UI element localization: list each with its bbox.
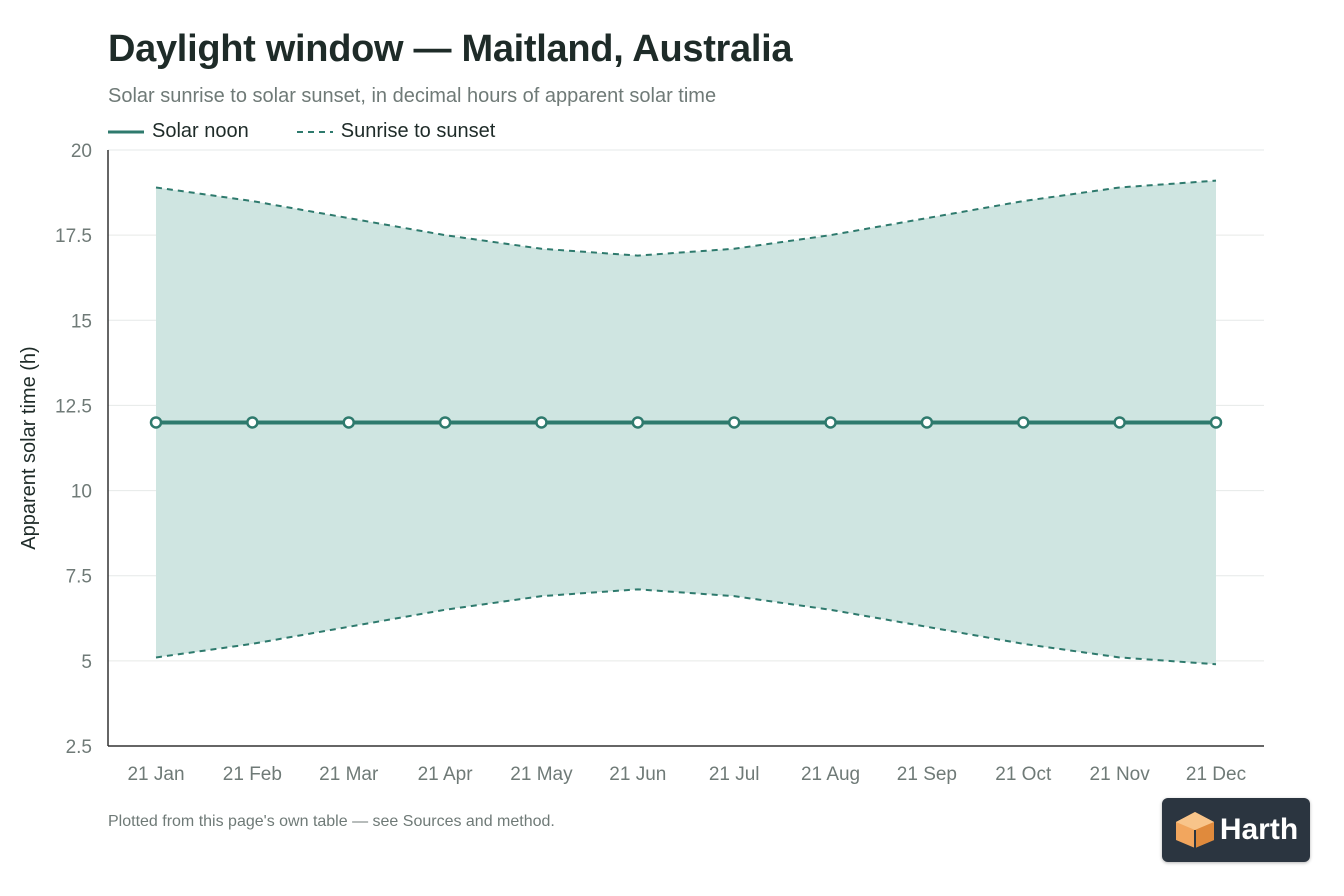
legend-item-sunrise-sunset: Sunrise to sunset xyxy=(296,120,496,143)
x-tick-label: 21 Mar xyxy=(319,764,379,785)
footnote: Plotted from this page's own table — see… xyxy=(108,813,555,830)
solar-noon-point xyxy=(1113,416,1126,429)
cube-logo-icon xyxy=(1175,812,1214,848)
legend-label-solar-noon: Solar noon xyxy=(152,120,249,142)
legend-item-solar-noon: Solar noon xyxy=(108,120,249,143)
x-tick-label: 21 Feb xyxy=(223,764,282,785)
y-tick-label: 10 xyxy=(71,482,92,503)
x-tick-label: 21 Jun xyxy=(609,764,666,785)
y-tick-label: 2.5 xyxy=(66,737,92,758)
solar-noon-point xyxy=(246,416,259,429)
legend-swatch-solid xyxy=(108,130,144,133)
legend-swatch-dashed xyxy=(296,130,333,133)
y-tick-label: 7.5 xyxy=(66,567,92,588)
x-tick-label: 21 Jan xyxy=(127,764,184,785)
solar-noon-point xyxy=(149,416,163,429)
chart-title: Daylight window — Maitland, Australia xyxy=(108,28,793,70)
sunrise-line xyxy=(155,588,1217,666)
solar-noon-point xyxy=(631,416,645,429)
solar-noon-point xyxy=(1017,416,1030,429)
y-tick-label: 17.5 xyxy=(55,226,92,247)
logo-text: Harth xyxy=(1219,813,1299,846)
solar-noon-point xyxy=(438,416,452,429)
y-axis-label: Apparent solar time (h) xyxy=(18,346,40,549)
solar-noon-point xyxy=(727,416,741,429)
chart-subtitle: Solar sunrise to solar sunset, in decima… xyxy=(108,85,717,107)
x-tick-label: 21 May xyxy=(510,764,573,785)
daylight-chart: 2.5 5 7.5 10 12.5 15 17.5 20 21 Jan 21 Feb 21 Mar 2… xyxy=(18,141,1264,785)
x-tick-label: 21 Apr xyxy=(418,764,474,785)
y-tick-label: 5 xyxy=(81,652,92,673)
solar-noon-point xyxy=(920,416,934,429)
legend-label-sunrise-sunset: Sunrise to sunset xyxy=(340,120,496,142)
y-tick-label: 20 xyxy=(71,141,92,162)
solar-noon-point xyxy=(824,416,837,429)
x-tick-label: 21 Jul xyxy=(709,764,760,785)
solar-noon-point xyxy=(535,416,548,429)
solar-noon-point xyxy=(1209,416,1223,429)
harth-logo: Harth xyxy=(1162,798,1310,862)
x-tick-label: 21 Oct xyxy=(995,764,1052,785)
x-tick-label: 21 Sep xyxy=(897,764,957,785)
y-tick-label: 12.5 xyxy=(55,396,92,417)
x-tick-label: 21 Aug xyxy=(801,764,860,785)
x-tick-label: 21 Dec xyxy=(1186,764,1246,785)
legend: Solar noon Sunrise to sunset xyxy=(108,120,543,143)
x-tick-label: 21 Nov xyxy=(1090,764,1151,785)
sunset-line xyxy=(155,179,1217,257)
solar-noon-point xyxy=(342,416,355,429)
y-tick-label: 15 xyxy=(71,311,92,332)
